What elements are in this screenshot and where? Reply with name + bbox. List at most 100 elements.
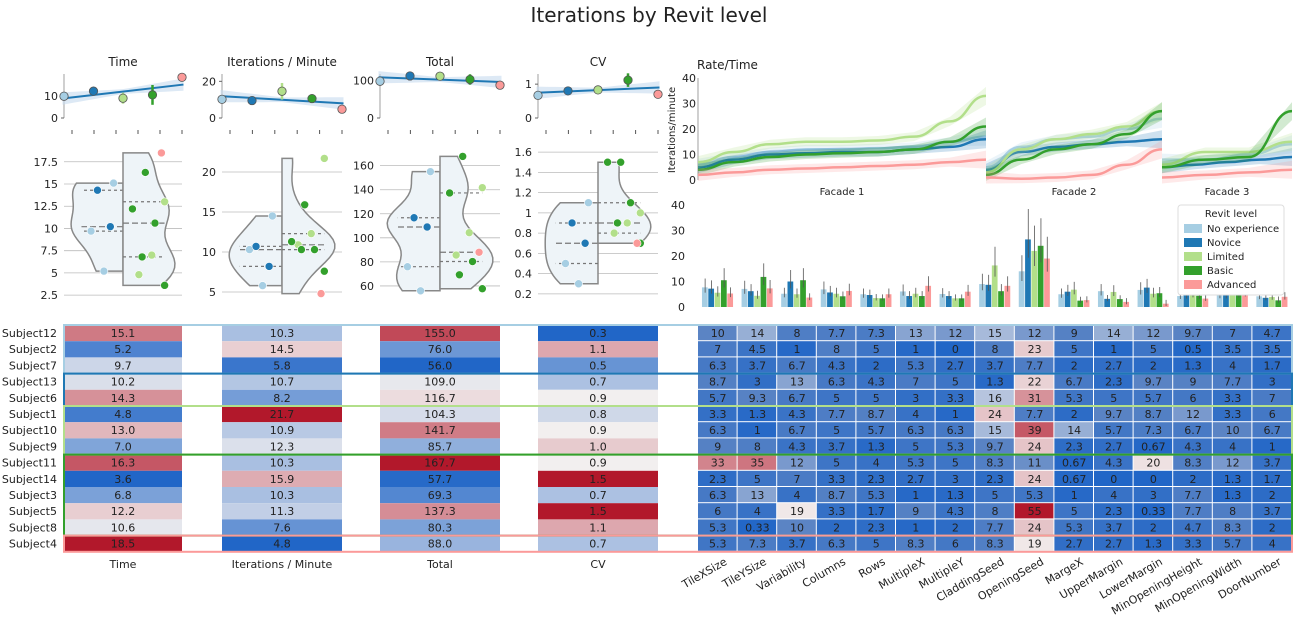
parameter-cell: [1133, 454, 1173, 470]
metric-cell-value: 5.2: [114, 343, 132, 356]
parameter-bar: [979, 284, 985, 307]
parameter-cell-value: 2.7: [907, 473, 925, 486]
subject-point: [320, 154, 329, 163]
parameter-cell-value: 5: [1071, 505, 1078, 518]
subject-point: [603, 157, 612, 167]
parameter-cell-value: 5.7: [709, 392, 727, 405]
parameter-cell: [737, 503, 777, 519]
parameter-cell: [1212, 454, 1252, 470]
parameter-cell: [935, 438, 975, 454]
parameter-cell-value: 7.7: [986, 521, 1004, 534]
rate-band: [698, 150, 986, 181]
parameter-cell: [816, 535, 856, 551]
parameter-cell-value: 14: [1067, 424, 1081, 437]
parameter-cell-value: 1: [912, 489, 919, 502]
subject-point: [464, 228, 474, 237]
parameter-cell-value: 9: [1071, 327, 1078, 340]
parameter-bar: [708, 288, 715, 307]
parameter-cell: [698, 389, 737, 405]
parameter-cell: [1094, 519, 1133, 535]
parameter-cell-value: 1: [1269, 440, 1276, 453]
parameter-cell-value: 1.3: [867, 440, 885, 453]
parameter-cell-value: 10: [1226, 424, 1240, 437]
parameter-bar: [1256, 296, 1263, 307]
mean-point: [563, 86, 573, 96]
parameter-cell-value: 4.3: [1105, 457, 1123, 470]
mini-tick-label: 0: [367, 112, 374, 125]
metric-cell-value: 5.8: [273, 359, 291, 372]
metric-cell-value: 104.3: [424, 408, 456, 421]
metric-cell: [64, 357, 182, 374]
parameter-bar: [1110, 291, 1117, 307]
subject-label: Subject9: [9, 440, 57, 453]
parameter-cell-value: 0.33: [1141, 505, 1166, 518]
metric-cell: [64, 470, 182, 487]
parameter-cell-value: 5.3: [907, 457, 925, 470]
metric-cell-value: 18.5: [111, 538, 136, 551]
metric-column-label: Time: [109, 558, 137, 571]
parameter-cell: [935, 389, 975, 405]
parameter-cell: [896, 357, 935, 373]
parameter-cell-value: 9: [714, 440, 721, 453]
parameter-cell: [856, 389, 895, 405]
parameter-cell-value: 2.7: [1065, 538, 1083, 551]
subject-point: [409, 213, 419, 223]
parameter-cell: [698, 373, 737, 389]
violin-tick-label: 7.5: [41, 245, 59, 258]
subject-label: Subject11: [2, 457, 57, 470]
parameter-cell: [1054, 341, 1093, 357]
violin-tick-label: 10: [44, 222, 58, 235]
parameter-bar: [806, 297, 813, 307]
facade-label: Facade 1: [820, 187, 865, 198]
parameter-cell: [698, 454, 737, 470]
parameter-bar: [952, 298, 958, 307]
parameter-cell-value: 4.5: [749, 343, 767, 356]
parameter-cell-value: 35: [750, 457, 764, 470]
parameter-cell-value: 1.3: [1224, 489, 1242, 502]
parameter-cell-value: 3: [1150, 489, 1157, 502]
bar-tick-label: 20: [671, 250, 685, 263]
mean-point: [495, 80, 505, 90]
parameter-cell: [935, 519, 975, 535]
parameter-cell-value: 5.3: [1065, 521, 1083, 534]
parameter-cell-value: 8.3: [907, 538, 925, 551]
parameter-cell-value: 8.3: [1224, 521, 1242, 534]
parameter-cell-value: 2.7: [1105, 440, 1123, 453]
mean-point: [277, 86, 287, 96]
parameter-cell-value: 1: [754, 424, 761, 437]
parameter-cell-value: 2: [1269, 521, 1276, 534]
metric-cell: [538, 487, 658, 504]
parameter-cell-value: 7.7: [1184, 505, 1202, 518]
parameter-cell-value: 1: [1071, 489, 1078, 502]
parameter-cell: [1133, 519, 1173, 535]
parameter-cell: [1133, 535, 1173, 551]
parameter-bar: [1177, 296, 1183, 307]
parameter-cell-value: 4: [794, 489, 801, 502]
parameter-cell: [1054, 535, 1093, 551]
metric-cell: [222, 470, 342, 487]
rate-line: [697, 158, 987, 177]
parameter-cell-value: 22: [1028, 376, 1042, 389]
parameter-cell-value: 4: [1110, 489, 1117, 502]
parameter-cell-value: 19: [1028, 538, 1042, 551]
level-group-outline: [63, 534, 1293, 553]
parameter-cell: [896, 535, 935, 551]
subject-point: [422, 222, 432, 232]
parameter-cell: [1054, 470, 1093, 486]
parameter-cell-value: 9.7: [1184, 327, 1202, 340]
metric-cell: [380, 487, 500, 504]
metric-cell-value: 7.0: [114, 440, 132, 453]
parameter-cell-value: 5.7: [1224, 538, 1242, 551]
parameter-cell: [896, 470, 935, 486]
parameter-cell-value: 2: [952, 521, 959, 534]
subject-point: [445, 188, 454, 198]
parameter-cell: [698, 406, 737, 422]
rate-band: [986, 102, 1162, 181]
parameter-cell: [1212, 438, 1252, 454]
metric-cell-value: 1.1: [589, 521, 607, 534]
metric-cell: [380, 438, 500, 455]
parameter-cell: [896, 487, 935, 503]
parameter-cell: [1133, 406, 1173, 422]
parameter-cell: [777, 373, 816, 389]
mean-point: [337, 104, 347, 114]
